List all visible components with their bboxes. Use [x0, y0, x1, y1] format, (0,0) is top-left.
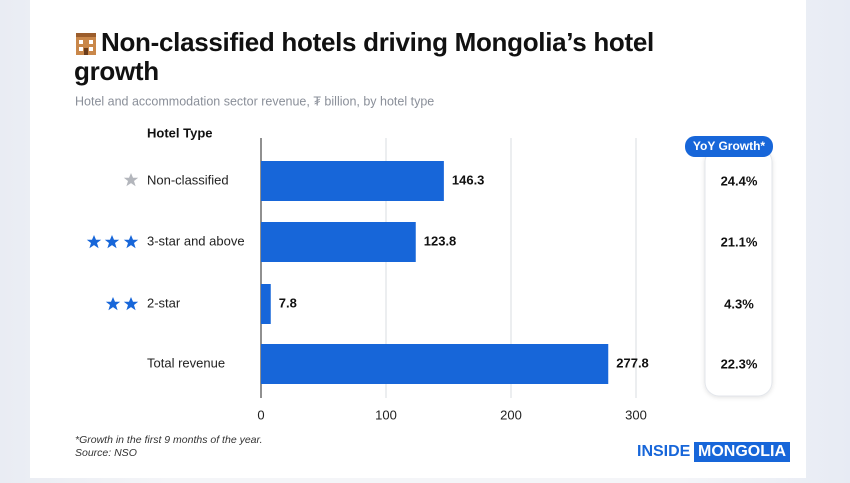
star-icons [86, 173, 139, 311]
yoy-value: 4.3% [724, 296, 754, 311]
x-tick-label: 0 [257, 407, 264, 422]
category-label: Non-classified [147, 172, 229, 187]
category-label: Total revenue [147, 355, 225, 370]
card [30, 0, 806, 478]
x-tick-label: 300 [625, 407, 647, 422]
yoy-value: 21.1% [721, 234, 758, 249]
yoy-header: YoY Growth* [693, 139, 766, 153]
x-tick-label: 200 [500, 407, 522, 422]
subtitle: Hotel and accommodation sector revenue, … [75, 94, 434, 108]
brand-right: MONGOLIA [698, 443, 786, 460]
source: Source: NSO [75, 447, 137, 459]
x-tick-label: 100 [375, 407, 397, 422]
bar [261, 222, 416, 262]
brand-left: INSIDE [637, 443, 691, 460]
hotel-icon [76, 33, 96, 55]
value-label: 277.8 [616, 355, 649, 370]
value-label: 123.8 [424, 233, 457, 248]
brand-logo: INSIDE MONGOLIA [637, 442, 790, 462]
category-label: 3-star and above [147, 233, 245, 248]
value-label: 146.3 [452, 172, 485, 187]
bar [261, 344, 609, 384]
category-header: Hotel Type [147, 125, 213, 140]
footnote: *Growth in the first 9 months of the yea… [75, 434, 263, 446]
value-label: 7.8 [279, 295, 297, 310]
bar [261, 284, 271, 324]
brand-box [694, 442, 790, 462]
bar [261, 161, 444, 201]
yoy-value: 22.3% [721, 356, 758, 371]
chart-title: Non-classified hotels driving Mongolia’s… [74, 28, 654, 86]
yoy-header-pill [685, 136, 773, 157]
category-label: 2-star [147, 295, 181, 310]
title-box: Non-classified hotels driving Mongolia’s… [74, 28, 654, 86]
yoy-value: 24.4% [721, 173, 758, 188]
